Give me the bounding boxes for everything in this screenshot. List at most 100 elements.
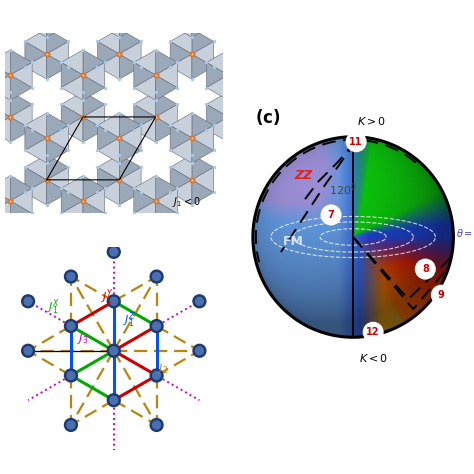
Point [188,176,196,183]
Point [130,100,137,108]
Polygon shape [83,104,105,129]
Text: $J_3$: $J_3$ [77,332,88,346]
Point [188,201,196,209]
Point [7,88,14,96]
Point [152,113,159,121]
Polygon shape [46,180,68,205]
Polygon shape [134,176,155,201]
Polygon shape [83,92,105,117]
Point [188,159,196,167]
Circle shape [153,372,161,380]
Polygon shape [155,188,177,213]
Point [93,0,101,3]
Polygon shape [155,201,177,226]
Circle shape [153,322,161,330]
Polygon shape [46,0,68,25]
Polygon shape [134,188,155,213]
Polygon shape [46,29,68,54]
Polygon shape [61,201,83,226]
Point [246,126,254,133]
Point [43,34,50,41]
Point [115,75,123,83]
Polygon shape [192,180,214,205]
Text: $J_1 < 0$: $J_1 < 0$ [173,195,201,209]
Point [246,84,254,91]
Point [188,134,196,142]
Point [152,71,159,79]
Polygon shape [10,104,32,129]
Circle shape [110,297,118,305]
Circle shape [195,347,203,355]
Polygon shape [0,201,10,226]
Circle shape [67,322,75,330]
Point [188,176,196,183]
Polygon shape [119,54,141,79]
Polygon shape [134,92,155,117]
Polygon shape [228,117,250,142]
Polygon shape [46,155,68,180]
Polygon shape [61,218,83,243]
Point [210,164,218,171]
Polygon shape [98,0,119,25]
Point [79,96,87,104]
Polygon shape [155,243,177,268]
Polygon shape [155,104,177,129]
Polygon shape [170,125,192,151]
Polygon shape [25,0,46,25]
Polygon shape [98,167,119,192]
Point [57,227,65,234]
Point [137,121,145,129]
Point [43,159,50,167]
Point [43,109,50,117]
Point [261,50,268,58]
Point [43,25,50,33]
Point [79,197,87,205]
Point [188,34,196,41]
Point [152,71,159,79]
Point [7,71,14,79]
Polygon shape [25,125,46,151]
Point [210,21,218,28]
Polygon shape [46,113,68,138]
Point [101,84,109,91]
Polygon shape [264,0,286,12]
Text: 8: 8 [422,264,429,274]
Polygon shape [119,29,141,54]
Polygon shape [98,12,119,37]
Polygon shape [192,0,214,25]
Point [79,264,87,272]
Polygon shape [170,0,192,12]
Polygon shape [61,243,83,268]
Point [152,264,159,272]
Point [115,34,123,41]
Polygon shape [228,104,250,129]
Circle shape [153,273,161,281]
Circle shape [64,369,77,382]
Polygon shape [25,12,46,37]
Circle shape [110,396,118,404]
Polygon shape [207,117,228,142]
Polygon shape [46,42,68,67]
Polygon shape [98,155,119,180]
Polygon shape [61,188,83,213]
Point [28,100,36,108]
Polygon shape [46,125,68,151]
Circle shape [67,273,75,281]
Point [28,184,36,192]
Polygon shape [46,138,68,163]
Polygon shape [264,54,286,79]
Point [210,63,218,71]
Polygon shape [25,155,46,180]
Point [152,172,159,180]
Polygon shape [119,167,141,192]
Text: $120^0$: $120^0$ [329,182,357,198]
Polygon shape [134,230,155,255]
Polygon shape [61,104,83,129]
Polygon shape [243,0,264,25]
Polygon shape [98,42,119,67]
Point [101,100,109,108]
Point [57,184,65,192]
Circle shape [150,419,163,431]
Polygon shape [192,12,214,37]
Point [21,38,28,46]
